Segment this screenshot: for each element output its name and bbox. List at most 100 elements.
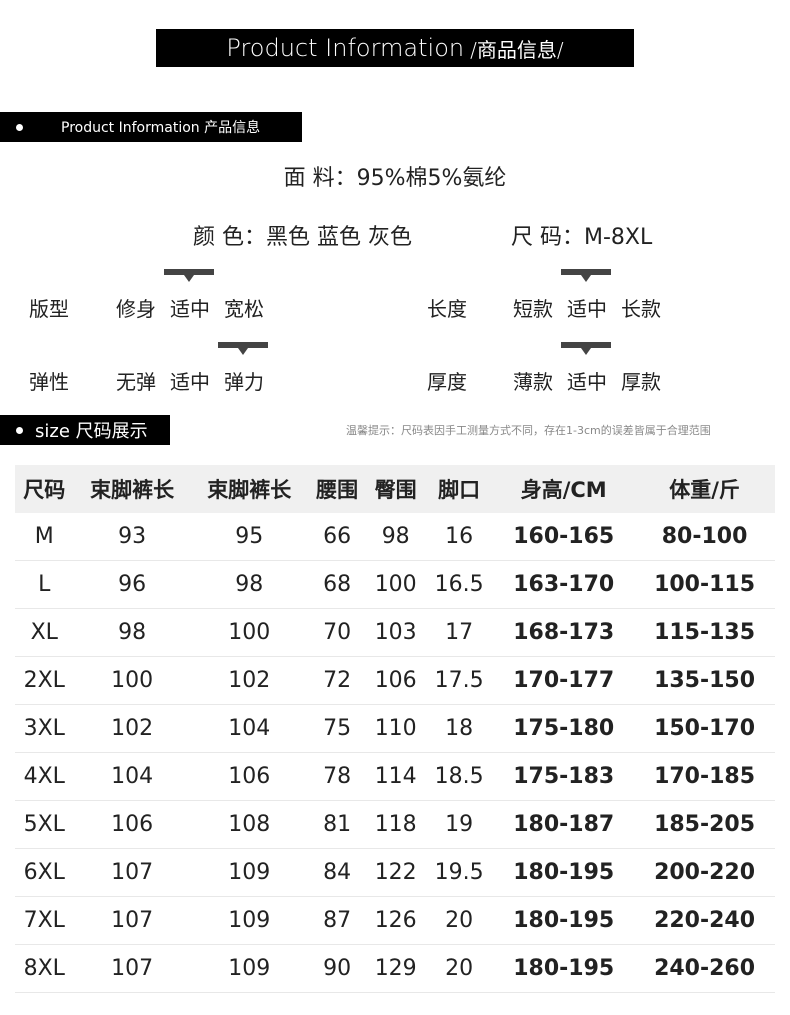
column-header: 尺码 bbox=[15, 465, 74, 513]
table-cell: 16.5 bbox=[424, 560, 494, 609]
attribute-option: 适中 bbox=[170, 297, 210, 321]
table-cell: 16 bbox=[424, 513, 494, 561]
column-header: 腰围 bbox=[307, 465, 367, 513]
table-cell: 87 bbox=[307, 896, 367, 945]
table-cell: 66 bbox=[307, 513, 367, 561]
attribute-label: 弹性 bbox=[29, 370, 69, 394]
table-cell: 90 bbox=[307, 944, 367, 993]
attribute-option: 适中 bbox=[567, 370, 607, 394]
table-cell: 103 bbox=[366, 608, 425, 657]
measurement-tip: 温馨提示：尺码表因手工测量方式不同，存在1-3cm的误差皆属于合理范围 bbox=[346, 424, 711, 437]
fabric-info: 面 料：95%棉5%氨纶 bbox=[283, 166, 507, 191]
table-cell: 102 bbox=[73, 704, 191, 753]
table-cell: L bbox=[15, 560, 74, 609]
table-cell: 8XL bbox=[15, 944, 74, 993]
table-row: 3XL 102 104 75 110 18 175-180 150-170 bbox=[15, 704, 775, 753]
table-cell: 150-170 bbox=[634, 704, 775, 753]
table-cell: 160-165 bbox=[493, 513, 635, 561]
table-cell: 104 bbox=[190, 704, 308, 753]
table-cell: 163-170 bbox=[493, 560, 635, 609]
table-cell: 170-185 bbox=[634, 752, 775, 801]
table-cell: 19.5 bbox=[424, 848, 494, 897]
table-cell: 18 bbox=[424, 704, 494, 753]
table-cell: 75 bbox=[307, 704, 367, 753]
selected-marker-icon bbox=[561, 269, 611, 282]
table-cell: 109 bbox=[190, 944, 308, 993]
attribute-label: 厚度 bbox=[427, 370, 467, 394]
table-cell: 175-180 bbox=[493, 704, 635, 753]
table-cell: 81 bbox=[307, 800, 367, 849]
column-header: 束脚裤长 bbox=[190, 465, 308, 513]
size-range-info: 尺 码：M-8XL bbox=[511, 225, 653, 250]
table-cell: 4XL bbox=[15, 752, 74, 801]
attribute-option: 薄款 bbox=[513, 370, 553, 394]
section-size: size 尺码展示 bbox=[0, 415, 170, 445]
table-cell: 122 bbox=[366, 848, 425, 897]
table-cell: 180-187 bbox=[493, 800, 635, 849]
table-cell: 6XL bbox=[15, 848, 74, 897]
table-row: 5XL 106 108 81 118 19 180-187 185-205 bbox=[15, 800, 775, 849]
table-cell: 20 bbox=[424, 944, 494, 993]
table-cell: 5XL bbox=[15, 800, 74, 849]
table-cell: 126 bbox=[366, 896, 425, 945]
selected-marker-icon bbox=[561, 342, 611, 355]
attribute-option: 长款 bbox=[621, 297, 661, 321]
bullet-icon bbox=[16, 426, 23, 434]
table-row: 7XL 107 109 87 126 20 180-195 220-240 bbox=[15, 896, 775, 945]
table-cell: 98 bbox=[73, 608, 191, 657]
table-cell: 7XL bbox=[15, 896, 74, 945]
column-header: 臀围 bbox=[366, 465, 425, 513]
table-cell: 220-240 bbox=[634, 896, 775, 945]
table-row: 8XL 107 109 90 129 20 180-195 240-260 bbox=[15, 944, 775, 993]
column-header: 束脚裤长 bbox=[73, 465, 191, 513]
column-header: 脚口 bbox=[424, 465, 494, 513]
table-cell: 72 bbox=[307, 656, 367, 705]
table-row: 4XL 104 106 78 114 18.5 175-183 170-185 bbox=[15, 752, 775, 801]
table-cell: 78 bbox=[307, 752, 367, 801]
attribute-option: 修身 bbox=[116, 297, 156, 321]
attribute-option: 弹力 bbox=[224, 370, 264, 394]
table-cell: 19 bbox=[424, 800, 494, 849]
attribute-option: 宽松 bbox=[224, 297, 264, 321]
table-row: L 96 98 68 100 16.5 163-170 100-115 bbox=[15, 560, 775, 609]
table-cell: 108 bbox=[190, 800, 308, 849]
table-row: 6XL 107 109 84 122 19.5 180-195 200-220 bbox=[15, 848, 775, 897]
page-title: Product Information/商品信息/ bbox=[156, 29, 634, 67]
table-cell: 100 bbox=[73, 656, 191, 705]
table-cell: 110 bbox=[366, 704, 425, 753]
table-cell: 98 bbox=[366, 513, 425, 561]
table-cell: M bbox=[15, 513, 74, 561]
table-cell: 95 bbox=[190, 513, 308, 561]
table-cell: 200-220 bbox=[634, 848, 775, 897]
table-cell: 115-135 bbox=[634, 608, 775, 657]
table-cell: 135-150 bbox=[634, 656, 775, 705]
table-cell: 106 bbox=[366, 656, 425, 705]
table-cell: 106 bbox=[73, 800, 191, 849]
color-info: 颜 色：黑色 蓝色 灰色 bbox=[193, 225, 412, 250]
table-cell: 109 bbox=[190, 896, 308, 945]
column-header: 体重/斤 bbox=[634, 465, 775, 513]
table-cell: 100-115 bbox=[634, 560, 775, 609]
table-cell: 107 bbox=[73, 848, 191, 897]
attribute-option: 厚款 bbox=[621, 370, 661, 394]
table-cell: 129 bbox=[366, 944, 425, 993]
table-cell: 3XL bbox=[15, 704, 74, 753]
attribute-option: 适中 bbox=[567, 297, 607, 321]
table-cell: 118 bbox=[366, 800, 425, 849]
table-cell: 185-205 bbox=[634, 800, 775, 849]
table-row: M 93 95 66 98 16 160-165 80-100 bbox=[15, 513, 775, 561]
table-cell: 70 bbox=[307, 608, 367, 657]
table-cell: 240-260 bbox=[634, 944, 775, 993]
table-row: 2XL 100 102 72 106 17.5 170-177 135-150 bbox=[15, 656, 775, 705]
table-cell: 168-173 bbox=[493, 608, 635, 657]
table-cell: 20 bbox=[424, 896, 494, 945]
attribute-label: 版型 bbox=[29, 297, 69, 321]
table-cell: 107 bbox=[73, 944, 191, 993]
table-cell: 106 bbox=[190, 752, 308, 801]
title-en: Product Information bbox=[226, 34, 465, 62]
table-cell: XL bbox=[15, 608, 74, 657]
section-label: Product Information 产品信息 bbox=[61, 120, 261, 136]
table-cell: 175-183 bbox=[493, 752, 635, 801]
attribute-option: 短款 bbox=[513, 297, 553, 321]
table-cell: 100 bbox=[366, 560, 425, 609]
